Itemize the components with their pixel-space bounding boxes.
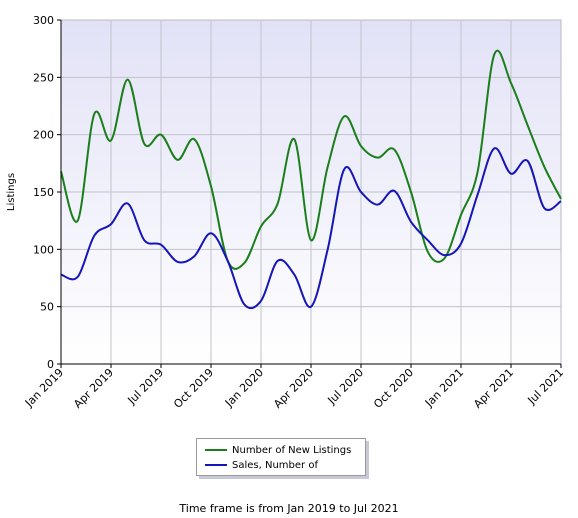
gridlines [61,20,561,364]
x-tick-label: Oct 2019 [171,366,216,411]
legend-label-new-listings: Number of New Listings [232,444,352,456]
x-tick-label: Oct 2020 [371,366,416,411]
x-tick-label: Jul 2020 [325,366,367,408]
legend-swatch-new-listings [205,449,227,451]
axes [57,20,561,368]
x-tick-label: Jul 2019 [125,366,167,408]
x-tick-label: Jan 2021 [422,366,466,410]
x-tick-label: Apr 2020 [271,366,316,411]
series-line-new-listings [60,49,562,270]
legend-item-new-listings: Number of New Listings [205,443,351,457]
series-line-sales [60,147,562,310]
y-tick-label: 100 [33,243,54,256]
x-tick-label: Apr 2019 [71,366,116,411]
x-tick-label: Jan 2020 [222,366,266,410]
y-tick-labels: 0 50 100 150 200 250 300 [33,14,61,371]
legend-swatch-sales [205,464,227,466]
x-tick-labels: Jan 2019 Apr 2019 Jul 2019 Oct 2019 Jan 2020… [22,364,566,411]
timeframe-caption: Time frame is from Jan 2019 to Jul 2021 [179,502,399,515]
y-tick-label: 150 [33,186,54,199]
y-tick-label: 250 [33,71,54,84]
y-tick-label: 50 [40,301,54,314]
legend-item-sales: Sales, Number of [205,458,318,472]
series-layer [60,49,562,310]
legend-label-sales: Sales, Number of [232,459,318,471]
legend: Number of New Listings Sales, Number of [196,438,366,476]
y-axis-title: Listings [6,173,17,211]
x-tick-label: Jan 2019 [22,366,66,410]
x-tick-label: Apr 2021 [471,366,516,411]
y-tick-label: 300 [33,14,54,27]
y-tick-label: 0 [47,358,54,371]
y-tick-label: 200 [33,129,54,142]
x-tick-label: Jul 2021 [525,366,567,408]
